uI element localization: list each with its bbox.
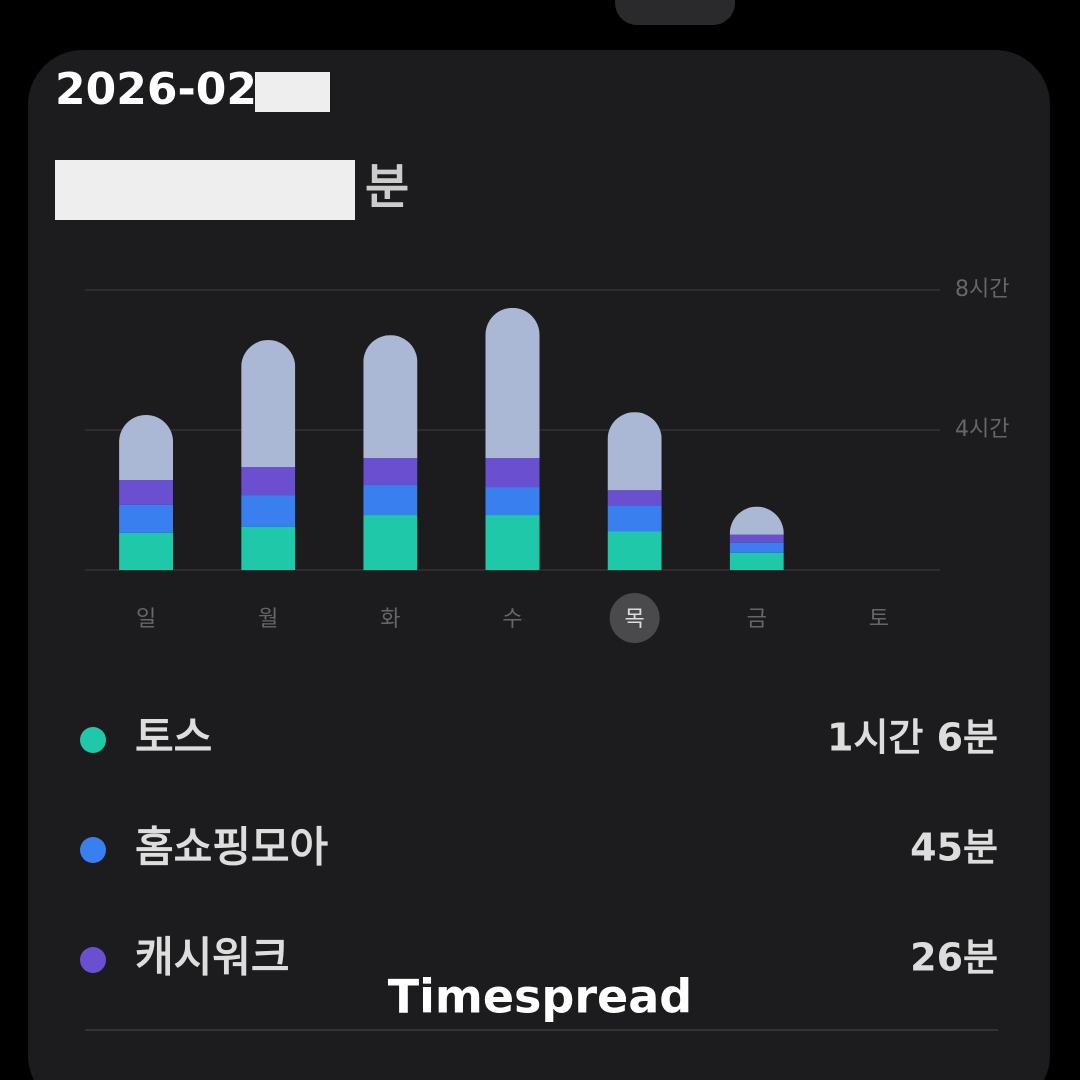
bar-segment xyxy=(119,480,174,505)
legend-dot xyxy=(80,837,106,863)
bar-stack xyxy=(119,414,174,570)
date: 2026-02- xyxy=(55,64,275,115)
bar-segment xyxy=(607,531,662,570)
bar-segment xyxy=(119,414,174,481)
bar-segment xyxy=(119,504,174,533)
x-tick-label: 목 xyxy=(625,607,645,632)
bar-segment xyxy=(363,484,418,516)
y-tick-label: 4시간 xyxy=(955,417,1009,442)
bar-stack xyxy=(485,307,540,570)
bar-segment xyxy=(607,505,662,532)
bar-segment xyxy=(363,458,418,485)
bar-segment xyxy=(485,515,540,570)
bar-segment xyxy=(241,526,296,570)
bar-segment xyxy=(241,495,296,527)
legend-value: 45분 xyxy=(910,826,998,870)
bar-segment xyxy=(607,412,662,491)
x-tick-label: 금 xyxy=(747,607,767,632)
x-tick-label: 수 xyxy=(502,607,522,632)
legend-dot xyxy=(80,947,106,973)
bar-segment xyxy=(485,307,540,458)
watermark: Timespread xyxy=(388,970,692,1024)
legend-value: 26분 xyxy=(910,936,998,980)
bar-segment xyxy=(729,552,784,570)
total-suffix: 분 xyxy=(365,159,409,215)
redaction xyxy=(55,160,355,220)
x-tick-label: 화 xyxy=(380,607,400,632)
legend-name: 캐시워크 xyxy=(135,933,290,982)
notch xyxy=(615,0,735,25)
selected-day xyxy=(609,593,660,643)
legend-dot xyxy=(80,727,106,753)
bar-segment xyxy=(607,490,662,506)
bar-stack xyxy=(607,412,662,570)
bar-stack xyxy=(241,340,296,570)
bar-segment xyxy=(363,335,418,458)
bar-segment xyxy=(729,534,784,543)
bar-segment xyxy=(485,487,540,516)
legend-value: 1시간 6분 xyxy=(827,716,998,760)
x-tick-label: 월 xyxy=(258,607,278,632)
legend-name: 토스 xyxy=(135,713,212,762)
redaction xyxy=(255,72,330,112)
bar-segment xyxy=(241,467,296,496)
bar-segment xyxy=(241,340,296,468)
x-tick-label: 토 xyxy=(869,607,889,632)
bar-segment xyxy=(729,542,784,553)
x-tick-label: 일 xyxy=(136,607,156,632)
legend-name: 홈쇼핑모아 xyxy=(135,823,329,872)
y-tick-label: 8시간 xyxy=(955,277,1009,302)
bar-segment xyxy=(119,532,174,570)
bar-segment xyxy=(485,458,540,488)
bar-stack xyxy=(729,506,784,570)
bar-stack xyxy=(363,335,418,570)
bar-segment xyxy=(363,515,418,570)
